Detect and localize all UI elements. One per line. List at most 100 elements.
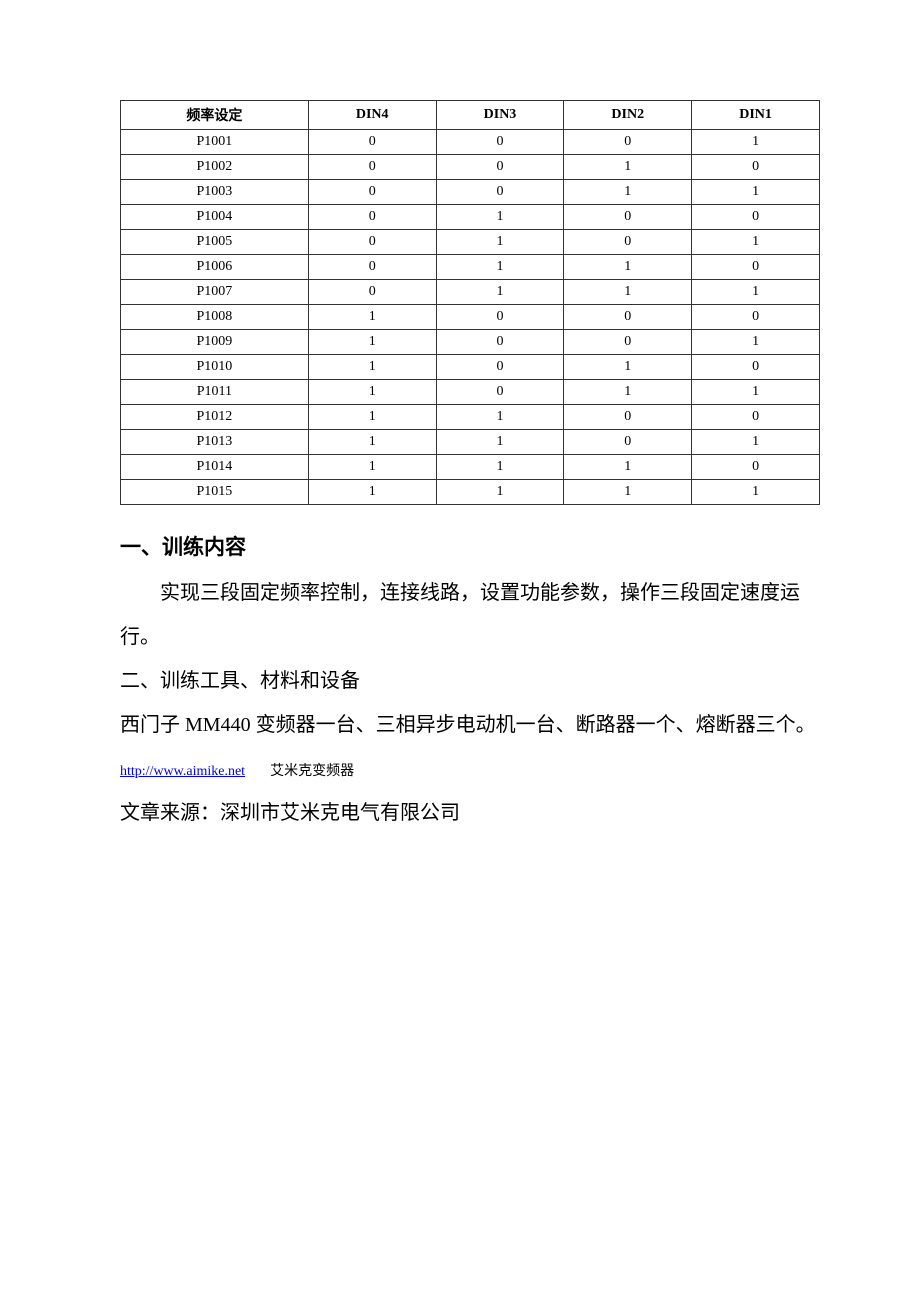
table-cell: 0 xyxy=(436,355,564,380)
table-cell: 0 xyxy=(308,280,436,305)
table-row: P10081000 xyxy=(121,305,820,330)
table-row: P10030011 xyxy=(121,180,820,205)
table-cell: 0 xyxy=(308,230,436,255)
table-cell: 1 xyxy=(692,480,820,505)
table-row: P10040100 xyxy=(121,205,820,230)
table-cell: P1009 xyxy=(121,330,309,355)
table-cell: 0 xyxy=(308,180,436,205)
table-cell: 1 xyxy=(308,305,436,330)
table-cell: 1 xyxy=(308,380,436,405)
table-header-cell: DIN2 xyxy=(564,101,692,130)
table-cell: 1 xyxy=(308,405,436,430)
table-cell: 0 xyxy=(308,155,436,180)
table-cell: 1 xyxy=(436,455,564,480)
table-cell: 1 xyxy=(692,230,820,255)
table-cell: 1 xyxy=(436,280,564,305)
table-cell: P1012 xyxy=(121,405,309,430)
source-attribution: 文章来源：深圳市艾米克电气有限公司 xyxy=(120,791,820,835)
table-cell: P1013 xyxy=(121,430,309,455)
table-cell: 0 xyxy=(692,355,820,380)
table-cell: P1001 xyxy=(121,130,309,155)
table-cell: 0 xyxy=(436,305,564,330)
table-cell: P1005 xyxy=(121,230,309,255)
table-cell: P1011 xyxy=(121,380,309,405)
table-cell: 0 xyxy=(564,330,692,355)
table-cell: 0 xyxy=(436,155,564,180)
table-cell: P1015 xyxy=(121,480,309,505)
table-row: P10010001 xyxy=(121,130,820,155)
frequency-table: 频率设定 DIN4 DIN3 DIN2 DIN1 P10010001P10020… xyxy=(120,100,820,505)
table-cell: 1 xyxy=(308,480,436,505)
table-cell: 0 xyxy=(308,205,436,230)
table-cell: 0 xyxy=(564,130,692,155)
table-cell: P1002 xyxy=(121,155,309,180)
table-cell: 0 xyxy=(692,305,820,330)
table-cell: 1 xyxy=(564,480,692,505)
table-cell: 1 xyxy=(564,380,692,405)
table-cell: 1 xyxy=(308,355,436,380)
table-cell: P1008 xyxy=(121,305,309,330)
table-cell: 1 xyxy=(692,380,820,405)
section-heading-1: 一、训练内容 xyxy=(120,525,820,571)
table-row: P10131101 xyxy=(121,430,820,455)
table-cell: 1 xyxy=(436,405,564,430)
table-cell: 1 xyxy=(308,330,436,355)
table-row: P10020010 xyxy=(121,155,820,180)
table-cell: 0 xyxy=(436,180,564,205)
table-cell: 0 xyxy=(436,380,564,405)
table-cell: 1 xyxy=(564,180,692,205)
table-cell: P1006 xyxy=(121,255,309,280)
table-header-cell: DIN4 xyxy=(308,101,436,130)
frequency-table-container: 频率设定 DIN4 DIN3 DIN2 DIN1 P10010001P10020… xyxy=(120,100,820,505)
table-cell: P1010 xyxy=(121,355,309,380)
table-row: P10050101 xyxy=(121,230,820,255)
source-link[interactable]: http://www.aimike.net xyxy=(120,764,245,779)
table-row: P10141110 xyxy=(121,455,820,480)
table-cell: 0 xyxy=(436,130,564,155)
table-row: P10121100 xyxy=(121,405,820,430)
table-cell: 0 xyxy=(692,405,820,430)
table-cell: 0 xyxy=(564,405,692,430)
link-label: 艾米克变频器 xyxy=(270,764,354,779)
table-cell: 1 xyxy=(308,455,436,480)
table-cell: 1 xyxy=(308,430,436,455)
table-cell: P1003 xyxy=(121,180,309,205)
table-row: P10091001 xyxy=(121,330,820,355)
document-content: 一、训练内容 实现三段固定频率控制，连接线路，设置功能参数，操作三段固定速度运行… xyxy=(120,525,820,835)
table-cell: 0 xyxy=(692,205,820,230)
table-cell: P1014 xyxy=(121,455,309,480)
paragraph-1: 实现三段固定频率控制，连接线路，设置功能参数，操作三段固定速度运行。 xyxy=(120,571,820,659)
table-cell: 1 xyxy=(436,205,564,230)
table-cell: 1 xyxy=(564,255,692,280)
table-header-row: 频率设定 DIN4 DIN3 DIN2 DIN1 xyxy=(121,101,820,130)
table-cell: 0 xyxy=(564,205,692,230)
table-row: P10060110 xyxy=(121,255,820,280)
table-cell: 0 xyxy=(308,130,436,155)
table-cell: 1 xyxy=(564,155,692,180)
table-cell: 0 xyxy=(308,255,436,280)
table-cell: 1 xyxy=(564,280,692,305)
table-cell: 1 xyxy=(692,280,820,305)
table-row: P10151111 xyxy=(121,480,820,505)
section-heading-2: 二、训练工具、材料和设备 xyxy=(120,659,820,703)
table-row: P10070111 xyxy=(121,280,820,305)
table-row: P10101010 xyxy=(121,355,820,380)
table-cell: 0 xyxy=(692,455,820,480)
table-cell: 1 xyxy=(564,355,692,380)
table-cell: 0 xyxy=(436,330,564,355)
table-row: P10111011 xyxy=(121,380,820,405)
table-cell: 1 xyxy=(436,430,564,455)
table-cell: 1 xyxy=(436,480,564,505)
table-cell: 0 xyxy=(692,255,820,280)
link-line: http://www.aimike.net 艾米克变频器 xyxy=(120,747,820,791)
table-cell: 1 xyxy=(564,455,692,480)
table-header-cell: DIN1 xyxy=(692,101,820,130)
table-cell: 1 xyxy=(436,230,564,255)
table-cell: 1 xyxy=(692,130,820,155)
paragraph-2: 西门子 MM440 变频器一台、三相异步电动机一台、断路器一个、熔断器三个。 xyxy=(120,703,820,747)
table-cell: 1 xyxy=(692,330,820,355)
table-body: P10010001P10020010P10030011P10040100P100… xyxy=(121,130,820,505)
table-cell: P1007 xyxy=(121,280,309,305)
table-cell: P1004 xyxy=(121,205,309,230)
table-cell: 1 xyxy=(692,430,820,455)
